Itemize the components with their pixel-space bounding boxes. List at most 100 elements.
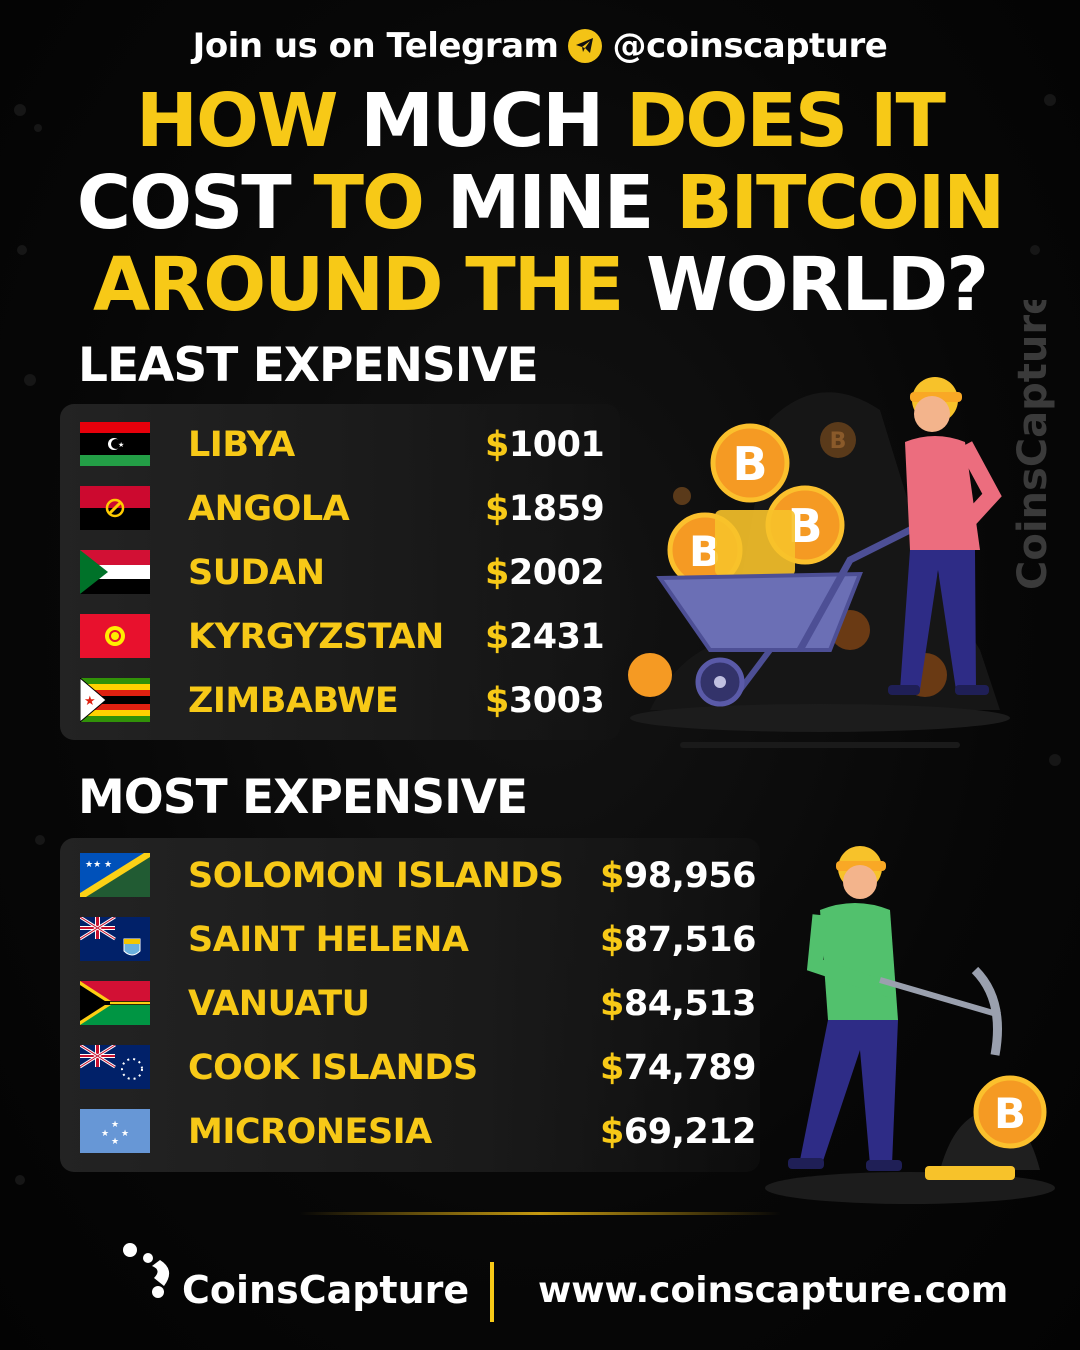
- headline-line-1: HOW MUCH DOES IT: [0, 80, 1080, 162]
- country-name: LIBYA: [188, 425, 295, 465]
- currency-symbol: $: [485, 617, 509, 657]
- headline-line-3: AROUND THE WORLD?: [0, 244, 1080, 326]
- cost-amount: 84,513: [623, 984, 757, 1024]
- mining-cost: $1859: [485, 489, 605, 529]
- cost-amount: 74,789: [623, 1048, 757, 1088]
- svg-text:★: ★: [111, 1137, 119, 1147]
- headline-word: AROUND THE: [92, 242, 647, 328]
- svg-text:B: B: [994, 1089, 1026, 1138]
- table-row: ★ ★ ★ ★ MICRONESIA $69,212: [80, 1109, 756, 1153]
- currency-symbol: $: [485, 489, 509, 529]
- watermark-text: CoinsCapture: [1010, 300, 1056, 590]
- miner-figure: [788, 846, 1002, 1171]
- currency-symbol: $: [600, 1048, 624, 1088]
- saint-helena-flag: [80, 917, 150, 961]
- cost-amount: 3003: [508, 681, 605, 721]
- country-name: SAINT HELENA: [188, 920, 469, 960]
- table-row: ANGOLA $1859: [80, 486, 605, 530]
- solomon-islands-flag: ★★ ★: [80, 853, 150, 897]
- currency-symbol: $: [485, 553, 509, 593]
- currency-symbol: $: [600, 1112, 624, 1152]
- table-row: COOK ISLANDS $74,789: [80, 1045, 756, 1089]
- footer-divider: [300, 1212, 780, 1215]
- cook-islands-flag: [80, 1045, 150, 1089]
- kyrgyzstan-flag: [80, 614, 150, 658]
- table-row: VANUATU $84,513: [80, 981, 756, 1025]
- svg-text:★: ★: [121, 1129, 129, 1139]
- mining-cost: $2431: [485, 617, 605, 657]
- svg-text:★: ★: [84, 694, 96, 709]
- currency-symbol: $: [600, 856, 624, 896]
- headline-word: COST: [76, 160, 314, 246]
- mining-cost: $87,516: [600, 920, 756, 960]
- libya-flag: ★: [80, 422, 150, 466]
- mining-cost: $3003: [485, 681, 605, 721]
- table-row: ★★ ★ SOLOMON ISLANDS $98,956: [80, 853, 756, 897]
- micronesia-flag: ★ ★ ★★: [80, 1109, 150, 1153]
- mining-cost: $69,212: [600, 1112, 756, 1152]
- headline-word: MINE: [446, 160, 677, 246]
- sudan-flag: [80, 550, 150, 594]
- angola-flag: [80, 486, 150, 530]
- country-name: VANUATU: [188, 984, 370, 1024]
- least-expensive-panel: ★ LIBYA $1001 ANGOLA $1859 SUDAN $2002: [60, 404, 620, 740]
- country-name: SOLOMON ISLANDS: [188, 856, 564, 896]
- brand-name: CoinsCapture: [182, 1268, 470, 1312]
- mining-cost: $74,789: [600, 1048, 756, 1088]
- mining-cost: $1001: [485, 425, 605, 465]
- cost-amount: 2431: [508, 617, 605, 657]
- country-name: COOK ISLANDS: [188, 1048, 478, 1088]
- table-row: SUDAN $2002: [80, 550, 605, 594]
- headline-line-2: COST TO MINE BITCOIN: [0, 162, 1080, 244]
- watermark: CoinsCapture: [1010, 300, 1056, 590]
- svg-text:★: ★: [111, 1120, 119, 1130]
- zimbabwe-flag: ★: [80, 678, 150, 722]
- cost-amount: 69,212: [623, 1112, 757, 1152]
- currency-symbol: $: [485, 681, 509, 721]
- table-row: SAINT HELENA $87,516: [80, 917, 756, 961]
- footer-separator: [490, 1262, 494, 1322]
- currency-symbol: $: [600, 920, 624, 960]
- country-name: SUDAN: [188, 553, 325, 593]
- headline: HOW MUCH DOES IT COST TO MINE BITCOIN AR…: [0, 80, 1080, 326]
- headline-word: DOES IT: [626, 78, 946, 164]
- currency-symbol: $: [485, 425, 509, 465]
- pickaxe-miner-illustration: B: [765, 846, 1055, 1204]
- svg-text:B: B: [732, 437, 767, 491]
- cost-amount: 1001: [508, 425, 605, 465]
- website-link[interactable]: www.coinscapture.com: [538, 1270, 1009, 1311]
- cost-amount: 1859: [508, 489, 605, 529]
- cost-amount: 98,956: [623, 856, 757, 896]
- svg-text:★: ★: [101, 1129, 109, 1139]
- vanuatu-flag: [80, 981, 150, 1025]
- telegram-banner[interactable]: Join us on Telegram @coinscapture: [0, 26, 1080, 66]
- country-name: ANGOLA: [188, 489, 350, 529]
- country-name: KYRGYZSTAN: [188, 617, 444, 657]
- telegram-prefix: Join us on Telegram: [192, 26, 559, 66]
- svg-text:B: B: [830, 429, 847, 454]
- wheelbarrow-miner-illustration: B B B B: [628, 377, 1010, 748]
- bitcoin-coins: B B B B: [628, 422, 947, 697]
- table-row: ★ ZIMBABWE $3003: [80, 678, 605, 722]
- country-name: MICRONESIA: [188, 1112, 432, 1152]
- least-expensive-title: LEAST EXPENSIVE: [78, 338, 539, 393]
- most-expensive-title: MOST EXPENSIVE: [78, 770, 528, 825]
- svg-text:★: ★: [118, 441, 124, 449]
- coinscapture-logo-icon: [123, 1243, 170, 1298]
- miner-figure: [888, 377, 1002, 695]
- cost-amount: 87,516: [623, 920, 757, 960]
- headline-word: WORLD?: [646, 242, 989, 328]
- currency-symbol: $: [600, 984, 624, 1024]
- mining-cost: $84,513: [600, 984, 756, 1024]
- headline-word: TO: [313, 160, 447, 246]
- telegram-icon: [568, 29, 603, 63]
- telegram-handle: @coinscapture: [612, 26, 888, 66]
- headline-word: MUCH: [360, 78, 626, 164]
- mining-cost: $2002: [485, 553, 605, 593]
- mining-cost: $98,956: [600, 856, 756, 896]
- headline-word: BITCOIN: [676, 160, 1005, 246]
- most-expensive-panel: ★★ ★ SOLOMON ISLANDS $98,956 SAINT HELEN…: [60, 838, 760, 1172]
- table-row: ★ LIBYA $1001: [80, 422, 605, 466]
